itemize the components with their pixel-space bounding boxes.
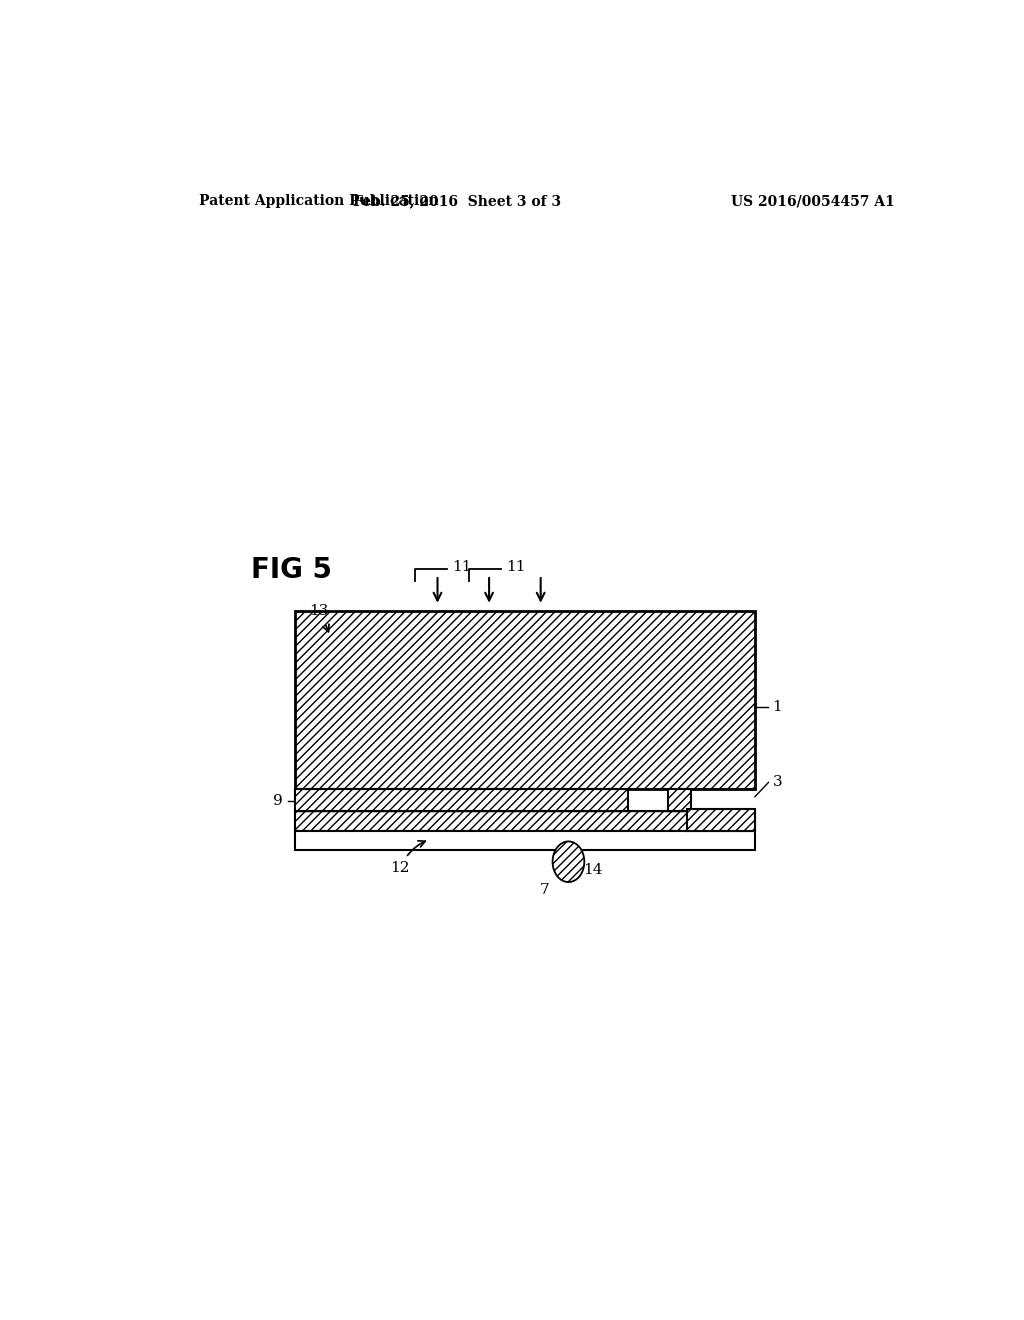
Text: 1: 1 [772, 700, 782, 714]
Bar [295, 611, 755, 788]
Bar [687, 809, 755, 832]
Text: 13: 13 [309, 603, 329, 618]
Text: Feb. 25, 2016  Sheet 3 of 3: Feb. 25, 2016 Sheet 3 of 3 [353, 194, 561, 209]
Text: 12: 12 [390, 861, 410, 875]
Text: FIG 5: FIG 5 [251, 556, 332, 583]
Text: 14: 14 [583, 863, 602, 876]
Text: 11: 11 [452, 560, 471, 574]
Bar [668, 788, 691, 810]
Text: 3: 3 [772, 775, 782, 789]
Circle shape [553, 841, 585, 882]
Text: Patent Application Publication: Patent Application Publication [200, 194, 439, 209]
Bar [295, 810, 755, 832]
Text: 9: 9 [273, 793, 283, 808]
Text: 11: 11 [506, 560, 525, 574]
Bar [295, 832, 755, 850]
Text: US 2016/0054457 A1: US 2016/0054457 A1 [731, 194, 895, 209]
Text: 7: 7 [540, 883, 550, 898]
Bar [295, 788, 628, 810]
